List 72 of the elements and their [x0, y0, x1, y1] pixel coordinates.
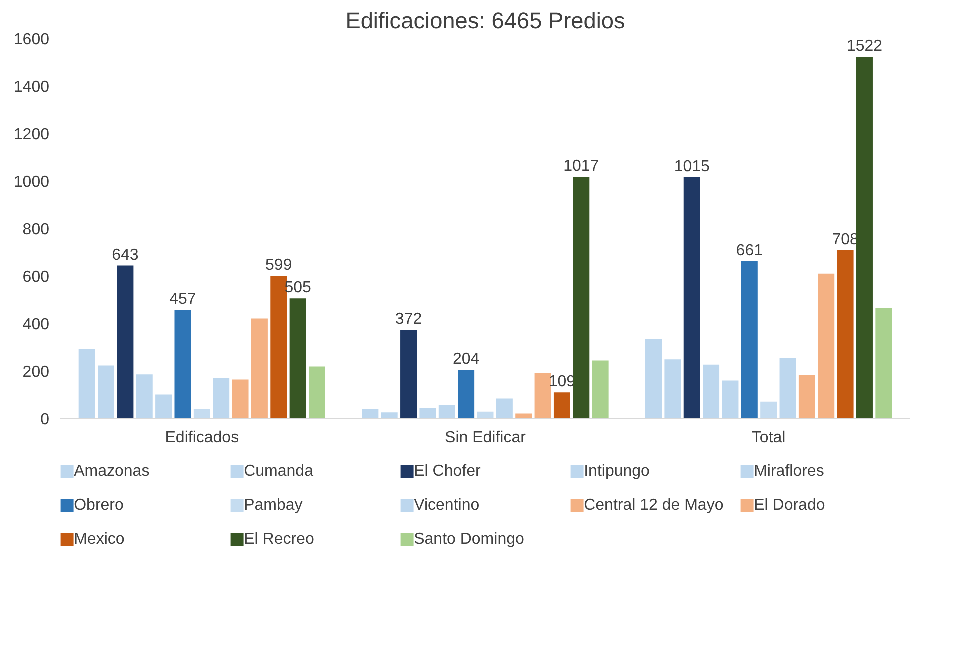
y-tick-label: 400: [22, 316, 50, 334]
legend-label: Central 12 de Mayo: [584, 497, 724, 514]
bar: [646, 339, 662, 418]
bar: [438, 404, 456, 418]
legend-label: Miraflores: [754, 463, 824, 480]
bar: [270, 276, 288, 418]
data-label: 1017: [564, 158, 600, 175]
bar: [308, 366, 326, 418]
bar: [876, 308, 892, 418]
bar: [400, 330, 418, 418]
legend-label: Cumanda: [244, 463, 314, 480]
bar: [703, 364, 720, 418]
data-label: 372: [395, 311, 422, 328]
data-label: 661: [736, 242, 764, 260]
legend-label: El Recreo: [244, 531, 314, 548]
bar: [78, 349, 96, 418]
bar: [213, 378, 230, 418]
bar: [684, 177, 700, 418]
x-tick-label: Total: [752, 430, 786, 446]
bar: [381, 412, 398, 418]
y-tick-label: 1600: [14, 32, 50, 48]
legend-label: Santo Domingo: [414, 531, 524, 548]
y-tick-label: 1200: [14, 126, 50, 144]
bar: [818, 274, 835, 418]
data-label: 643: [112, 246, 139, 264]
bar: [496, 398, 513, 418]
legend-label: Pambay: [244, 497, 303, 514]
y-tick-label: 800: [22, 222, 50, 238]
bar: [837, 250, 854, 418]
y-tick-label: 1400: [14, 79, 50, 96]
chart-title: Edificaciones: 6465 Predios: [346, 8, 626, 34]
bar: [780, 358, 796, 418]
bar: [458, 370, 475, 418]
y-tick-label: 600: [22, 269, 50, 286]
bar: [98, 366, 115, 418]
bar: [722, 380, 739, 418]
bar: [554, 392, 570, 418]
x-tick-label: Sin Edificar: [445, 430, 527, 446]
bar: [290, 298, 306, 418]
legend-label: Obrero: [74, 497, 124, 514]
bar: [420, 408, 436, 418]
legend-label: Vicentino: [414, 497, 480, 514]
data-label: 599: [266, 257, 292, 274]
bar: [592, 360, 609, 418]
bar: [251, 318, 268, 418]
y-tick-label: 1000: [14, 174, 50, 191]
bar: [534, 373, 552, 418]
legend-label: Amazonas: [74, 463, 150, 480]
bar: [741, 262, 758, 418]
bar: [136, 374, 153, 418]
bar: [798, 375, 816, 418]
bar: [194, 409, 210, 418]
legend-label: El Chofer: [414, 463, 482, 480]
bar: [760, 402, 778, 418]
bar: [174, 310, 192, 418]
legend-label: El Dorado: [754, 497, 826, 514]
bar: [664, 360, 682, 418]
bar: [362, 409, 379, 418]
bar: [156, 394, 172, 418]
bar: [117, 266, 134, 418]
data-label: 1522: [846, 38, 883, 56]
data-label: 457: [170, 290, 196, 308]
data-label: 204: [452, 351, 480, 368]
x-tick-label: Edificados: [165, 430, 240, 446]
legend-label: Mexico: [74, 531, 125, 548]
bar: [856, 57, 873, 418]
legend-label: Intipungo: [584, 463, 650, 480]
y-tick-label: 200: [22, 364, 50, 381]
bar: [573, 176, 590, 418]
bar: [232, 380, 249, 418]
y-tick-label: 0: [40, 412, 50, 428]
data-label: 1015: [674, 158, 710, 176]
